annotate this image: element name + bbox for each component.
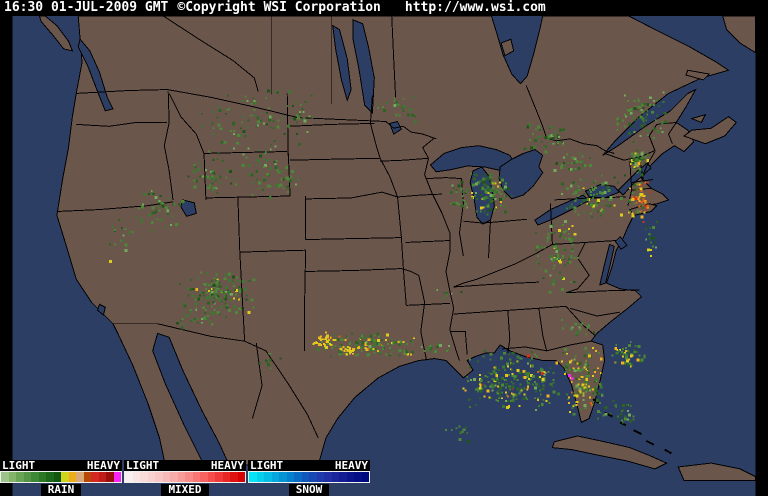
st-lawrence-river — [617, 162, 652, 196]
header-bar: 16:30 01-JUL-2009 GMT ©Copyright WSI Corp… — [0, 0, 768, 16]
wsi-url: http://www.wsi.com — [404, 0, 546, 15]
precip-legend: LIGHT HEAVY RAIN LIGHT HEAVY MIXED LIGHT… — [0, 460, 370, 496]
legend-rain-panel: LIGHT HEAVY RAIN — [0, 460, 122, 496]
hispaniola — [677, 462, 757, 481]
delaware-bay — [614, 235, 628, 250]
legend-snow-panel: LIGHT HEAVY SNOW — [248, 460, 370, 496]
puget-sound — [77, 38, 114, 112]
legend-mixed-panel: LIGHT HEAVY MIXED — [124, 460, 246, 496]
mixed-scale-labels: LIGHT HEAVY — [124, 460, 246, 471]
radar-echo-layer — [109, 89, 668, 443]
mixed-gradient-bar — [124, 471, 246, 483]
prince-edward-island — [690, 113, 707, 124]
newfoundland — [722, 16, 757, 54]
snow-label-chip: SNOW — [288, 484, 330, 496]
cuba — [551, 435, 668, 470]
timestamp: 16:30 01-JUL-2009 GMT — [4, 0, 169, 15]
salton-sea — [96, 303, 106, 316]
heavy-label: HEAVY — [334, 459, 368, 472]
great-salt-lake — [180, 199, 197, 217]
heavy-label: HEAVY — [210, 459, 244, 472]
lake-winnipeg — [352, 19, 375, 114]
anticosti-island — [685, 69, 711, 81]
heavy-label: HEAVY — [86, 459, 120, 472]
vancouver-island — [38, 16, 74, 52]
light-label: LIGHT — [2, 459, 36, 472]
rain-label-chip: RAIN — [40, 484, 82, 496]
weather-radar-map — [12, 16, 757, 496]
chesapeake-bay — [599, 243, 615, 286]
rain-gradient-bar — [0, 471, 122, 483]
mixed-label-chip: MIXED — [161, 484, 209, 496]
lake-winnipegosis — [332, 24, 352, 102]
snow-scale-labels: LIGHT HEAVY — [248, 460, 370, 471]
light-label: LIGHT — [250, 459, 284, 472]
james-bay-island — [500, 38, 515, 57]
rain-scale-labels: LIGHT HEAVY — [0, 460, 122, 471]
light-label: LIGHT — [126, 459, 160, 472]
copyright-text: ©Copyright WSI Corporation — [177, 0, 381, 15]
snow-gradient-bar — [248, 471, 370, 483]
nova-scotia — [682, 116, 737, 145]
